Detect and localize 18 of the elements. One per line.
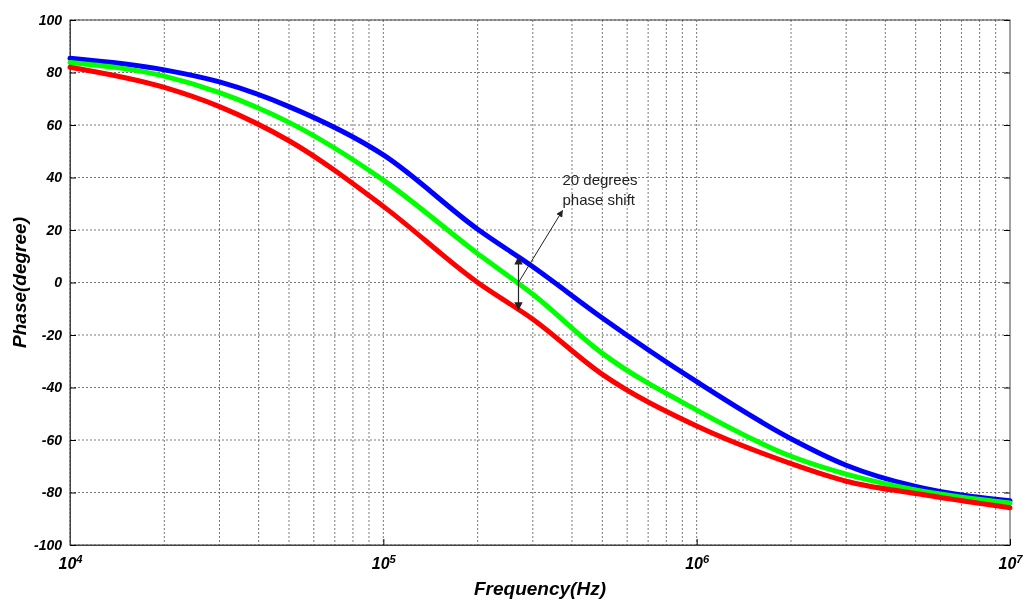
y-tick-label: -60 xyxy=(41,431,63,448)
x-tick-label: 10$^{5}$ xyxy=(371,552,397,572)
annotation: 20 degrees phase shift xyxy=(562,170,638,208)
x-axis-title: Frequency(Hz) xyxy=(474,578,606,599)
x-tick-label: 10$^{6}$ xyxy=(685,552,710,572)
y-tick-label: 0 xyxy=(54,274,63,291)
y-tick-label: 20 xyxy=(45,221,63,238)
y-tick-label: -20 xyxy=(41,326,63,343)
x-tick-label: 10$^{4}$ xyxy=(58,552,84,572)
y-tick-label: 40 xyxy=(45,169,63,186)
y-tick-label: 100 xyxy=(38,11,63,28)
x-tick-label: 10$^{7}$ xyxy=(998,552,1024,572)
y-tick-label: 80 xyxy=(46,64,63,81)
y-tick-label: -80 xyxy=(41,484,63,501)
y-tick-label: -100 xyxy=(33,536,63,553)
y-axis-title: Phase(degree) xyxy=(9,217,30,348)
y-tick-label: -40 xyxy=(41,379,63,396)
y-tick-label: 60 xyxy=(46,116,63,133)
